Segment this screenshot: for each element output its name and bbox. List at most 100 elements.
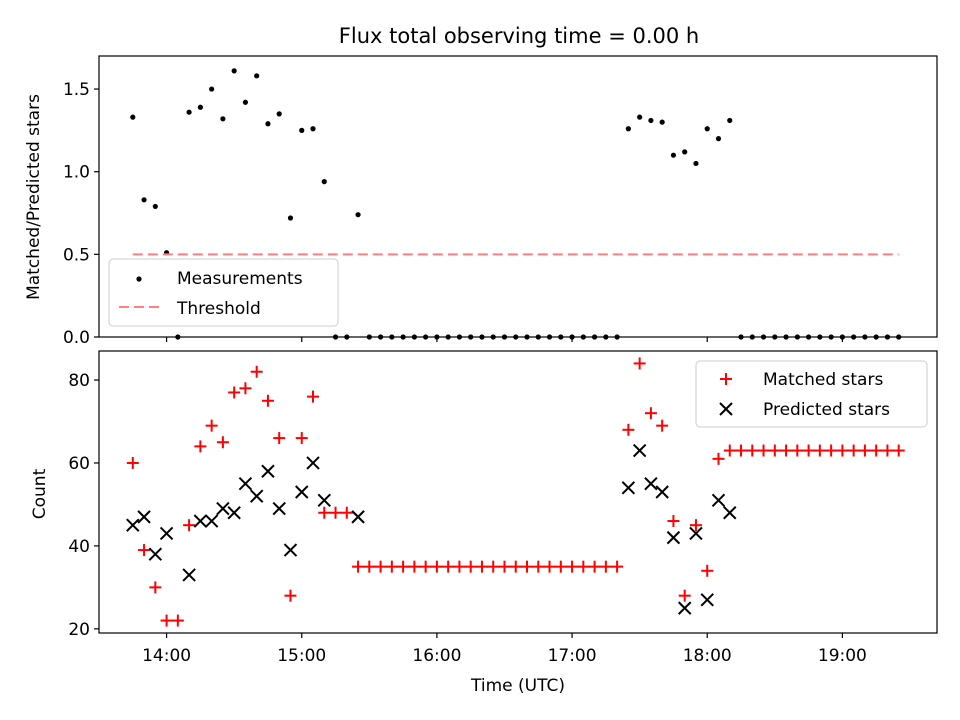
- x-tick-label: 18:00: [683, 646, 732, 666]
- x-tick-label: 16:00: [412, 646, 461, 666]
- ratio-measurement-point: [693, 160, 699, 167]
- count-predicted-point: [137, 510, 151, 524]
- count-matched-point: [419, 560, 432, 573]
- count-matched-point: [689, 519, 702, 532]
- ratio-measurement-point: [242, 99, 249, 105]
- count-predicted-point: [216, 501, 230, 516]
- legend-predicted-label: Predicted stars: [763, 400, 890, 420]
- count-matched-point: [577, 560, 590, 573]
- count-matched-point: [847, 444, 860, 457]
- count-matched-point: [588, 560, 601, 573]
- count-predicted-point: [238, 476, 253, 491]
- count-matched-point: [239, 382, 252, 395]
- count-predicted-point: [621, 481, 636, 495]
- count-matched-point: [554, 560, 567, 573]
- legend-measurements-label: Measurements: [177, 269, 303, 289]
- chart-title: Flux total observing time = 0.00 h: [339, 24, 699, 48]
- count-matched-point: [307, 390, 320, 403]
- count-matched-point: [622, 423, 635, 436]
- count-matched-point: [475, 560, 488, 573]
- ratio-x-ticks: [165, 337, 843, 342]
- count-matched-point: [352, 560, 365, 573]
- count-predicted-point: [272, 501, 286, 516]
- count-predicted-point: [148, 547, 163, 561]
- count-predicted-point: [227, 506, 241, 520]
- count-y-tick-label: 40: [68, 537, 90, 557]
- count-matched-point: [701, 564, 714, 577]
- count-predicted-point: [632, 443, 647, 458]
- count-predicted-point: [249, 489, 264, 503]
- count-matched-point: [644, 407, 657, 420]
- count-predicted-point: [295, 485, 309, 499]
- ratio-legend-frame: [108, 258, 339, 327]
- count-matched-point: [543, 560, 556, 573]
- count-matched-point: [464, 560, 477, 573]
- count-matched-point: [295, 432, 308, 445]
- count-matched-point: [498, 560, 511, 573]
- count-predicted-point: [306, 456, 320, 470]
- count-predicted-point: [666, 530, 681, 545]
- count-matched-point: [385, 560, 398, 573]
- count-matched-point: [566, 560, 579, 573]
- count-y-tick-label: 60: [68, 454, 90, 474]
- legend-measurements-marker: [136, 276, 142, 282]
- x-axis-label: Time (UTC): [470, 676, 565, 696]
- ratio-measurement-point: [141, 197, 147, 203]
- count-matched-point: [453, 560, 466, 573]
- count-predicted-point: [351, 510, 365, 524]
- count-matched-point: [509, 560, 522, 573]
- count-matched-point: [667, 515, 680, 528]
- ratio-measurement-point: [130, 114, 136, 120]
- count-matched-point: [870, 444, 883, 457]
- count-predicted-point: [689, 526, 703, 541]
- count-matched-point: [735, 444, 748, 457]
- count-matched-point: [892, 444, 905, 457]
- count-matched-point: [171, 614, 184, 627]
- ratio-plot-frame: [98, 55, 938, 338]
- ratio-measurement-point: [704, 126, 710, 132]
- count-matched-point: [340, 506, 353, 519]
- count-matched-point: [273, 432, 286, 445]
- count-predicted-point: [677, 601, 692, 615]
- count-matched-point: [228, 386, 241, 399]
- count-matched-point: [768, 444, 781, 457]
- count-x-ticks: 14:00 15:00 16:00 17:00 18:00 19:00: [142, 633, 867, 666]
- ratio-measurement-point: [152, 203, 158, 210]
- ratio-measurement-point: [637, 114, 643, 120]
- legend-matched-label: Matched stars: [763, 370, 883, 390]
- count-matched-point: [757, 444, 770, 457]
- count-matched-point: [430, 560, 443, 573]
- ratio-measurement-point: [231, 68, 237, 74]
- count-y-ticks: 20 40 60 80: [68, 371, 99, 640]
- count-matched-point: [532, 560, 545, 573]
- count-y-tick-label: 20: [68, 620, 90, 640]
- ratio-measurement-point: [659, 119, 665, 125]
- count-matched-point: [599, 560, 612, 573]
- count-matched-point: [442, 560, 455, 573]
- count-matched-point: [780, 444, 793, 457]
- count-matched-point: [836, 444, 849, 457]
- count-matched-point: [250, 365, 263, 378]
- count-predicted-point: [700, 593, 714, 607]
- count-matched-point: [678, 589, 691, 602]
- count-marks: [126, 357, 905, 627]
- legend-threshold-label: Threshold: [176, 299, 261, 319]
- count-matched-point: [825, 444, 838, 457]
- count-matched-point: [487, 560, 500, 573]
- count-predicted-point: [126, 518, 140, 532]
- ratio-measurement-point: [276, 111, 282, 117]
- ratio-measurement-point: [209, 86, 215, 92]
- count-matched-point: [318, 506, 331, 519]
- count-matched-point: [791, 444, 804, 457]
- count-predicted-point: [723, 506, 737, 520]
- ratio-panel: 0.0 0.5 1.0 1.5 Matched/Predicted stars Mea…: [24, 55, 938, 348]
- count-matched-point: [802, 444, 815, 457]
- count-predicted-point: [193, 514, 208, 528]
- ratio-measurement-point: [648, 117, 654, 124]
- ratio-y-tick-label: 1.0: [63, 163, 90, 183]
- count-predicted-point: [182, 568, 196, 582]
- count-predicted-point: [159, 526, 174, 541]
- ratio-legend: Measurements Threshold: [108, 258, 339, 327]
- ratio-measurement-point: [355, 212, 361, 218]
